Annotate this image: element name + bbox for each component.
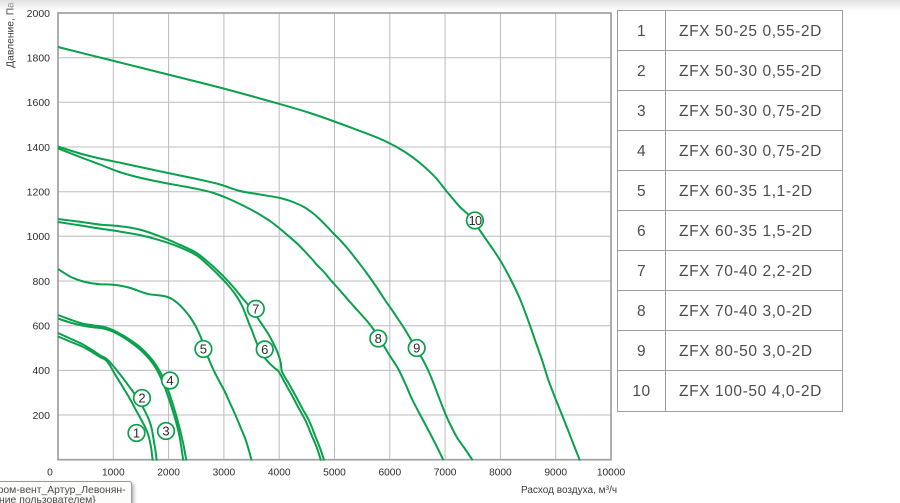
- svg-text:5000: 5000: [323, 468, 346, 479]
- svg-text:6000: 6000: [378, 468, 401, 479]
- svg-text:800: 800: [32, 276, 50, 288]
- svg-text:10000: 10000: [597, 468, 626, 479]
- svg-text:0: 0: [47, 468, 53, 479]
- svg-text:10: 10: [468, 213, 481, 228]
- svg-text:5: 5: [200, 342, 207, 357]
- svg-text:200: 200: [32, 410, 50, 422]
- svg-text:600: 600: [32, 321, 50, 333]
- svg-text:1800: 1800: [27, 53, 51, 65]
- svg-text:9000: 9000: [544, 468, 567, 479]
- svg-text:8: 8: [375, 331, 382, 346]
- svg-text:9: 9: [413, 341, 420, 356]
- svg-text:1600: 1600: [27, 97, 51, 109]
- svg-text:7: 7: [252, 301, 259, 316]
- svg-text:3000: 3000: [213, 468, 236, 479]
- svg-text:1: 1: [133, 426, 140, 441]
- svg-text:1200: 1200: [27, 187, 51, 199]
- svg-text:3: 3: [162, 424, 169, 439]
- svg-text:4: 4: [166, 373, 173, 388]
- svg-text:8000: 8000: [489, 468, 512, 479]
- svg-text:2: 2: [138, 391, 145, 406]
- svg-text:2000: 2000: [27, 8, 51, 20]
- svg-text:7000: 7000: [434, 468, 457, 479]
- svg-text:1000: 1000: [27, 231, 51, 243]
- svg-text:1000: 1000: [102, 468, 125, 479]
- svg-text:400: 400: [32, 365, 50, 377]
- svg-text:4000: 4000: [268, 468, 291, 479]
- svg-text:Давление, Па: Давление, Па: [6, 2, 17, 68]
- svg-text:1400: 1400: [27, 142, 51, 154]
- svg-text:Расход воздуха, м3/ч: Расход воздуха, м3/ч: [521, 485, 617, 496]
- svg-text:2000: 2000: [157, 468, 180, 479]
- svg-text:6: 6: [261, 342, 268, 357]
